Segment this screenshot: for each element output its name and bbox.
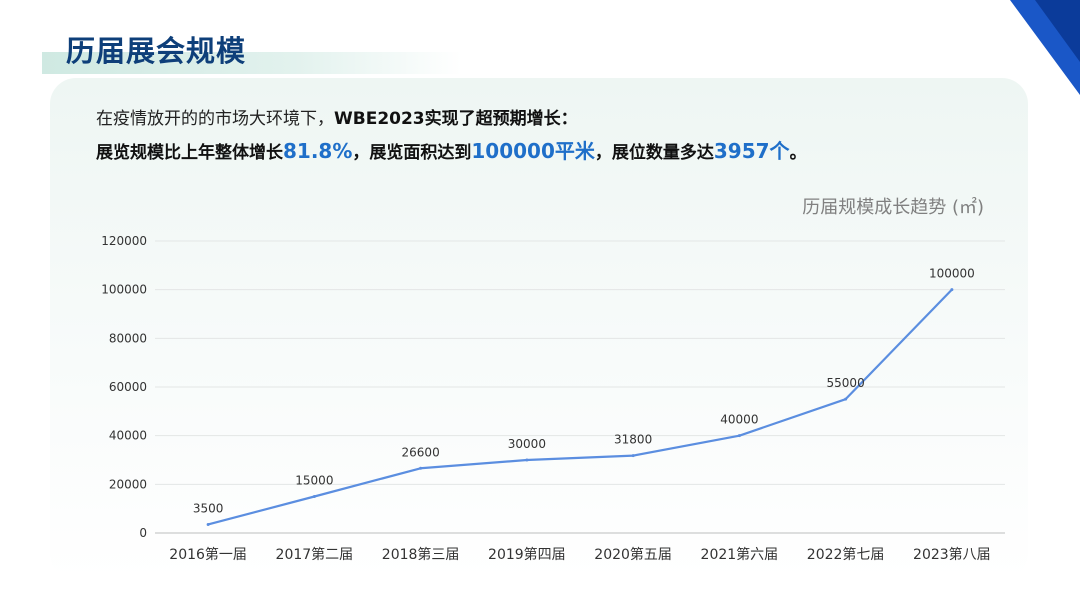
- title-band: [42, 52, 462, 74]
- intro-line-1-prefix: 在疫情放开的的市场大环境下，: [96, 109, 334, 129]
- data-point: [419, 466, 423, 470]
- data-label: 30000: [508, 437, 546, 451]
- x-tick-label: 2021第六届: [701, 546, 779, 563]
- x-tick-label: 2016第一届: [169, 546, 247, 563]
- data-point: [950, 288, 954, 292]
- x-tick-label: 2018第三届: [382, 546, 460, 563]
- page-title: 历届展会规模: [66, 34, 247, 68]
- y-tick-label: 120000: [101, 234, 147, 248]
- data-label: 26600: [402, 445, 440, 459]
- area-value: 100000平米: [471, 139, 595, 163]
- x-tick-label: 2017第二届: [276, 546, 354, 563]
- data-point: [312, 495, 316, 498]
- data-point: [525, 458, 529, 462]
- data-point: [844, 397, 848, 401]
- data-label: 31800: [614, 433, 652, 447]
- y-tick-label: 0: [139, 526, 147, 540]
- x-tick-label: 2022第七届: [807, 546, 885, 563]
- y-tick-label: 20000: [109, 477, 147, 491]
- intro-line-1: 在疫情放开的的市场大环境下，WBE2023实现了超预期增长：: [96, 104, 578, 129]
- growth-rate-value: 81.8%: [283, 139, 353, 163]
- data-point: [631, 454, 635, 458]
- data-label: 40000: [720, 413, 758, 427]
- intro-line-1-bold: WBE2023实现了超预期增长：: [334, 109, 578, 129]
- data-point: [737, 434, 741, 438]
- data-label: 15000: [295, 474, 333, 488]
- booth-count-value: 3957个: [713, 139, 790, 163]
- intro-line-2: 展览规模比上年整体增长81.8%，展览面积达到100000平米，展位数量多达39…: [96, 135, 807, 164]
- y-tick-label: 100000: [101, 283, 147, 297]
- y-tick-label: 40000: [109, 429, 147, 443]
- x-tick-label: 2023第八届: [913, 546, 991, 563]
- intro-part-2: ，展览面积达到: [352, 143, 472, 163]
- corner-decoration: [1010, 0, 1080, 95]
- intro-part-1: 展览规模比上年整体增长: [96, 143, 283, 163]
- x-tick-label: 2020第五届: [594, 546, 672, 563]
- y-tick-label: 60000: [109, 380, 147, 394]
- intro-part-3: ，展位数量多达: [594, 143, 714, 163]
- x-tick-label: 2019第四届: [488, 546, 566, 563]
- data-label: 100000: [929, 267, 975, 281]
- content-panel: [50, 78, 1028, 580]
- chart-title: 历届规模成长趋势 (㎡): [802, 197, 984, 218]
- data-label: 3500: [193, 501, 224, 515]
- intro-part-4: 。: [789, 143, 807, 163]
- data-point: [206, 522, 210, 526]
- data-label: 55000: [827, 376, 865, 390]
- y-tick-label: 80000: [109, 331, 147, 345]
- series-line: [207, 288, 953, 526]
